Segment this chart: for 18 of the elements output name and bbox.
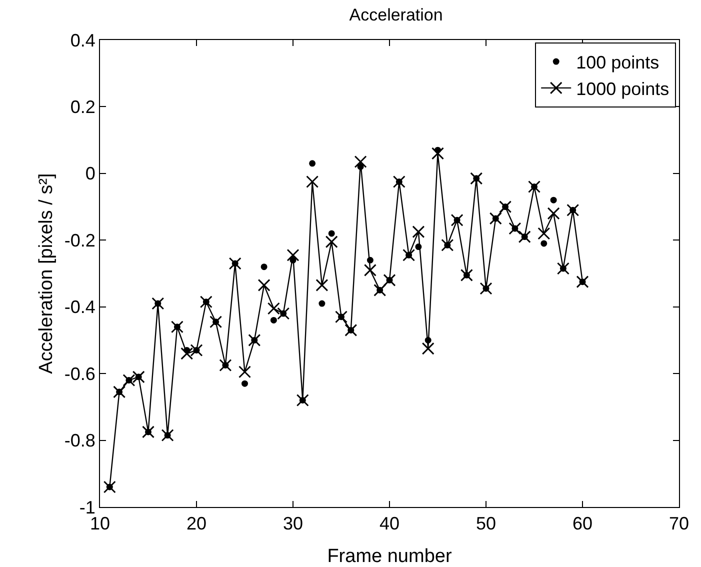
legend-label: 1000 points [576,78,670,99]
x-tick-label: 50 [476,514,496,534]
x-tick-label: 20 [186,514,207,534]
y-tick-label: 0 [85,164,96,184]
chart-title: Acceleration [349,5,443,24]
y-tick-label: -0.2 [64,230,96,250]
y-tick-label: 0.2 [70,97,96,118]
x-tick-label: 60 [572,514,593,534]
y-tick-label: -0.6 [64,364,96,384]
x-tick-label: 40 [379,514,400,534]
x-axis-title: Frame number [327,546,452,567]
x-tick-label: 70 [668,514,690,534]
y-axis-title: Acceleration [pixels / s²] [36,173,57,374]
x-tick-label: 30 [282,514,304,534]
y-tick-label: 0.4 [70,30,96,50]
y-tick-label: -0.8 [64,430,96,451]
y-tick-label: -0.4 [64,297,96,318]
legend-label: 100 points [576,52,660,73]
